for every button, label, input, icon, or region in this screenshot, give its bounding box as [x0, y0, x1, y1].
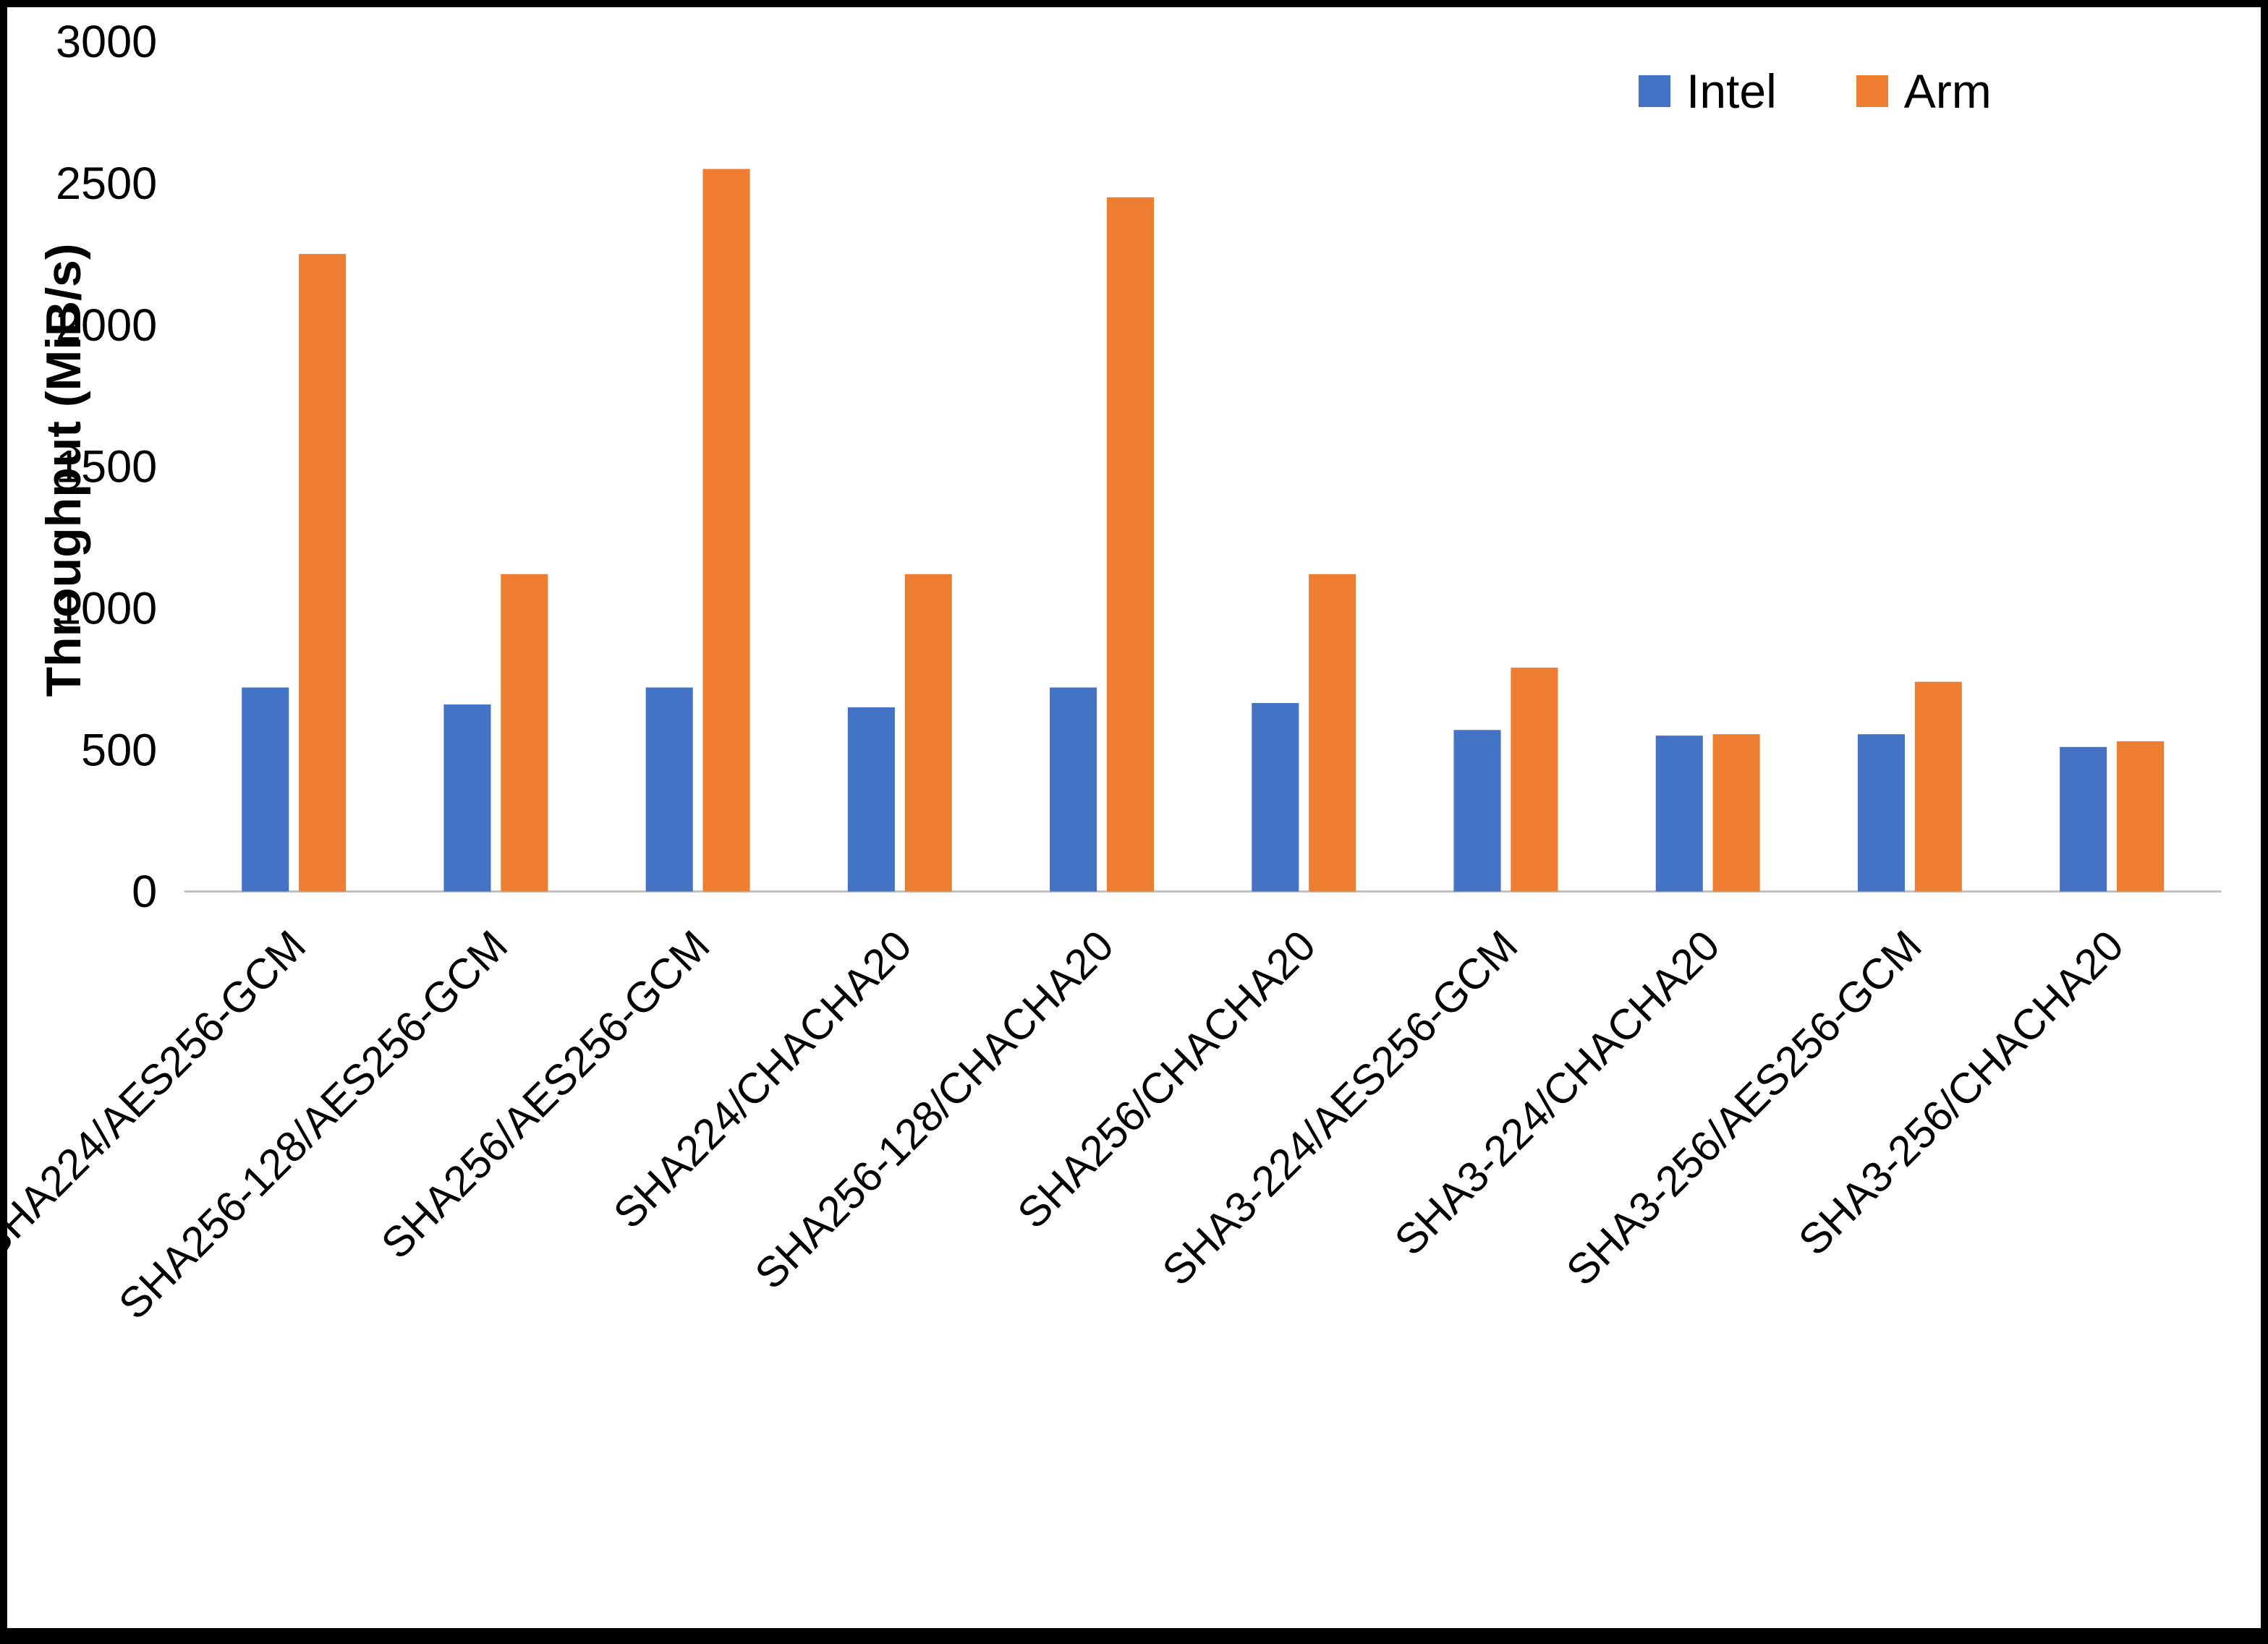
- bar-arm-0: [299, 254, 347, 892]
- bar-intel-8: [1857, 734, 1905, 892]
- y-tick-label: 3000: [56, 17, 157, 67]
- bar-arm-4: [1106, 197, 1155, 892]
- bar-arm-6: [1511, 668, 1558, 892]
- legend-label-intel: Intel: [1686, 64, 1777, 118]
- x-category-label: SHA3-256/AES256-GCM: [1557, 921, 1931, 1295]
- bar-intel-5: [1252, 703, 1299, 892]
- bar-intel-3: [847, 707, 895, 892]
- y-tick-label: 500: [81, 725, 157, 775]
- legend-item-intel: Intel: [1639, 64, 1777, 119]
- legend: Intel Arm: [1639, 64, 1992, 119]
- bar-intel-4: [1050, 687, 1097, 892]
- chart-plot-area: 0 500 1000 1500 2000 2500 3000 SHA224/AES256-GC…: [7, 17, 2222, 1329]
- legend-label-arm: Arm: [1903, 64, 1992, 118]
- y-tick-label: 0: [132, 866, 157, 917]
- bar-intel-9: [2060, 746, 2107, 892]
- bar-arm-7: [1712, 734, 1760, 892]
- y-tick-label: 1000: [56, 583, 157, 634]
- legend-swatch-intel: [1639, 75, 1670, 107]
- x-category-label: SHA224/AES256-GCM: [7, 921, 315, 1268]
- x-category-label: SHA3-224/AES256-GCM: [1152, 921, 1526, 1295]
- bar-intel-7: [1655, 736, 1703, 892]
- bar-arm-8: [1914, 681, 1962, 892]
- y-tick-label: 1500: [56, 442, 157, 493]
- x-category-label: SHA256/AES256-GCM: [372, 921, 719, 1268]
- bar-arm-5: [1309, 574, 1356, 892]
- legend-swatch-arm: [1856, 75, 1888, 107]
- x-category-label: SHA256-128/AES256-GCM: [109, 921, 517, 1328]
- bar-arm-3: [904, 574, 952, 892]
- y-tick-label: 2000: [56, 300, 157, 351]
- bar-intel-2: [645, 687, 693, 892]
- bar-intel-1: [443, 704, 491, 892]
- bar-arm-2: [702, 169, 750, 892]
- x-category-label: SHA3-224/CHACHA20: [1385, 921, 1729, 1264]
- legend-item-arm: Arm: [1856, 64, 1992, 119]
- y-tick-label: 2500: [56, 158, 157, 209]
- bar-intel-6: [1453, 730, 1501, 892]
- bar-intel-0: [242, 687, 289, 892]
- bar-arm-1: [501, 574, 548, 892]
- bar-arm-9: [2117, 741, 2165, 892]
- x-category-label: SHA256-128/CHACHA20: [745, 921, 1123, 1298]
- x-category-label: SHA3-256/CHACHA20: [1789, 921, 2133, 1264]
